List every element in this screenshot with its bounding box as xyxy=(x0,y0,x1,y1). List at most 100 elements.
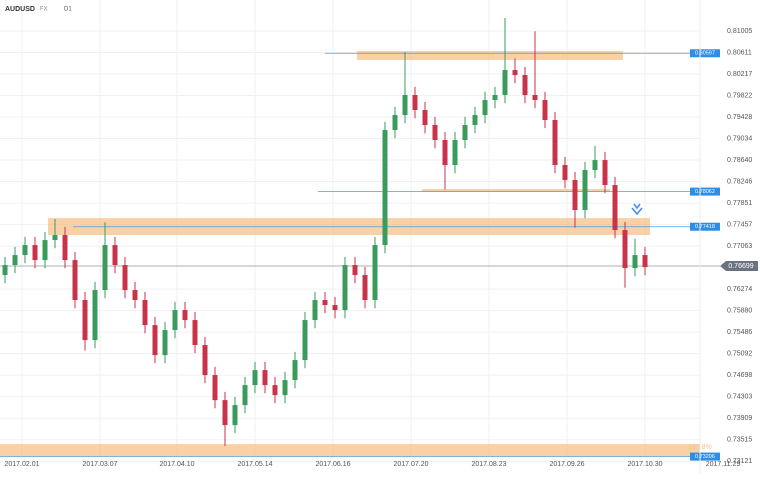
level-label: 0.80597 xyxy=(695,51,715,57)
y-tick-label: 0.81005 xyxy=(727,28,752,35)
market: FX xyxy=(40,7,48,13)
candle-body xyxy=(302,320,308,361)
zone xyxy=(0,444,700,457)
candle-body xyxy=(562,165,568,181)
y-tick-label: 0.74698 xyxy=(727,372,752,379)
y-tick-label: 0.79822 xyxy=(727,92,752,99)
y-tick-label: 0.73121 xyxy=(727,458,752,465)
current-price-tag xyxy=(720,260,758,271)
candle-body xyxy=(532,95,538,101)
candle-body xyxy=(502,70,508,96)
candle-body xyxy=(412,95,418,111)
candle-body xyxy=(522,75,528,96)
candle-body xyxy=(572,180,578,211)
y-tick-label: 0.80217 xyxy=(727,71,752,78)
zone xyxy=(357,51,623,61)
y-tick-label: 0.78640 xyxy=(727,157,752,164)
candle-body xyxy=(492,95,498,101)
level-tag xyxy=(690,452,720,461)
candle-body xyxy=(202,345,208,376)
candle-body xyxy=(322,300,328,306)
level-tag xyxy=(690,49,720,58)
y-tick-label: 0.75092 xyxy=(727,351,752,358)
candle-body xyxy=(32,245,38,261)
candle-body xyxy=(72,260,78,301)
x-tick-label: 2017.04.10 xyxy=(159,461,194,468)
candle-body xyxy=(142,300,148,326)
x-tick-label: 2017.02.01 xyxy=(4,461,39,468)
candle-body xyxy=(62,235,68,261)
x-tick-label: 2017.10.30 xyxy=(627,461,662,468)
candle-body xyxy=(642,255,648,268)
level-tag xyxy=(690,187,720,196)
y-tick-label: 0.77851 xyxy=(727,200,752,207)
candle-body xyxy=(2,265,8,276)
candle-body xyxy=(262,370,268,386)
candle-body xyxy=(292,360,298,381)
candle-body xyxy=(602,160,608,186)
y-tick-label: 0.76274 xyxy=(727,286,752,293)
candle-body xyxy=(482,100,488,116)
candle-body xyxy=(592,160,598,171)
candle-body xyxy=(132,290,138,301)
candle-body xyxy=(462,125,468,141)
candle-body xyxy=(342,265,348,311)
level-label: 0.77418 xyxy=(695,224,715,230)
candle-body xyxy=(402,95,408,116)
candle-body xyxy=(122,265,128,291)
y-tick-label: 0.75880 xyxy=(727,308,752,315)
candle-body xyxy=(312,300,318,321)
candle-body xyxy=(172,310,178,331)
candle-body xyxy=(582,170,588,211)
candle-body xyxy=(352,265,358,276)
y-tick-label: 0.78246 xyxy=(727,178,752,185)
y-tick-label: 0.77063 xyxy=(727,243,752,250)
y-tick-label: 0.73515 xyxy=(727,437,752,444)
y-tick-label: 0.80611 xyxy=(727,49,752,56)
y-tick-label: 0.79034 xyxy=(727,135,752,142)
y-tick-label: 0.79428 xyxy=(727,114,752,121)
candle-body xyxy=(382,130,388,246)
candle-body xyxy=(42,240,48,261)
candle-body xyxy=(452,140,458,166)
candle-body xyxy=(282,380,288,396)
y-tick-label: 0.75486 xyxy=(727,329,752,336)
current-price-label: 0.76699 xyxy=(728,263,753,270)
candle-body xyxy=(332,305,338,311)
x-tick-label: 2017.03.07 xyxy=(82,461,117,468)
candle-body xyxy=(212,375,218,401)
x-tick-label: 2017.08.23 xyxy=(471,461,506,468)
x-tick-label: 2017.05.14 xyxy=(237,461,272,468)
candle-body xyxy=(102,245,108,291)
candle-body xyxy=(182,310,188,321)
x-tick-label: 2017.09.26 xyxy=(549,461,584,468)
y-tick-label: 0.73909 xyxy=(727,415,752,422)
candle-body xyxy=(112,245,118,266)
y-tick-label: 0.74303 xyxy=(727,394,752,401)
symbol: AUDUSD xyxy=(5,6,35,13)
candle-body xyxy=(552,120,558,166)
candle-body xyxy=(232,405,238,426)
arrow-icon xyxy=(631,203,643,216)
candle-body xyxy=(422,110,428,126)
level-tag xyxy=(690,222,720,231)
candle-body xyxy=(472,115,478,126)
candle-body xyxy=(152,325,158,356)
candle-body xyxy=(622,230,628,269)
candle-body xyxy=(432,125,438,141)
timeframe: D1 xyxy=(64,7,72,13)
candle-body xyxy=(542,100,548,121)
x-tick-label: 2017.07.20 xyxy=(393,461,428,468)
candle-body xyxy=(612,185,618,231)
candle-body xyxy=(632,255,638,269)
candle-body xyxy=(442,140,448,166)
candle-body xyxy=(362,275,368,301)
candle-body xyxy=(392,115,398,131)
x-tick-label: 2017.06.16 xyxy=(315,461,350,468)
candle-body xyxy=(192,320,198,346)
zone xyxy=(422,188,610,192)
candle-body xyxy=(222,400,228,426)
candle-body xyxy=(22,245,28,256)
